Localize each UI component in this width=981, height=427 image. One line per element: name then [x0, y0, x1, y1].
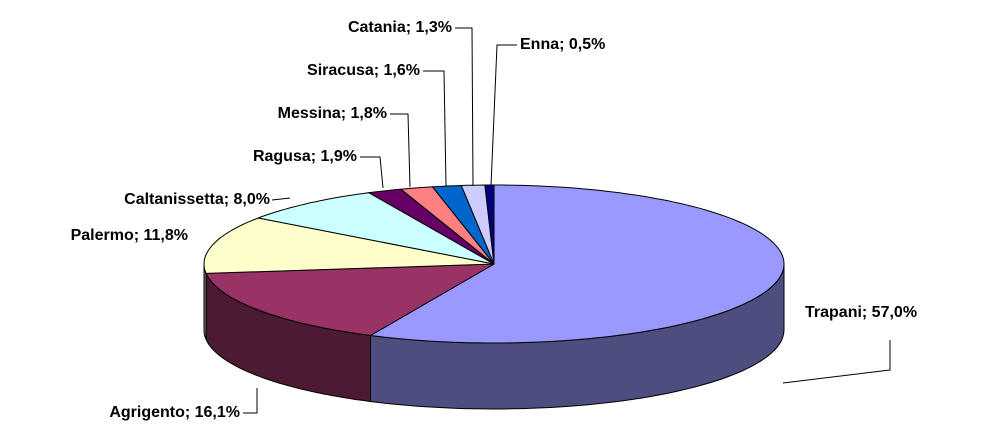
- data-label: Messina; 1,8%: [278, 105, 387, 122]
- slice: [399, 186, 495, 265]
- leader-line: [782, 340, 891, 384]
- slice: [256, 192, 495, 265]
- slice: [203, 217, 495, 274]
- data-label: Palermo; 11,8%: [71, 227, 188, 244]
- data-label: Agrigento; 16,1%: [109, 404, 240, 421]
- slice: [368, 184, 785, 344]
- data-label: Siracusa; 1,6%: [307, 62, 420, 79]
- data-label: Trapani; 57,0%: [805, 304, 917, 321]
- data-label: Enna; 0,5%: [520, 36, 605, 53]
- leader-line: [360, 156, 384, 189]
- leader-line: [455, 27, 474, 187]
- data-label: Ragusa; 1,9%: [253, 148, 357, 165]
- slice: [484, 184, 495, 265]
- leader-line: [423, 70, 447, 187]
- leader-line: [490, 44, 517, 187]
- leader-line: [271, 197, 291, 201]
- slice: [367, 188, 495, 265]
- slice-side: [203, 264, 207, 341]
- slice: [205, 263, 495, 337]
- leader-line: [243, 388, 258, 414]
- slice: [431, 184, 495, 265]
- data-label: Catania; 1,3%: [348, 19, 452, 36]
- data-label: Caltanissetta; 8,0%: [124, 191, 270, 208]
- leader-line: [390, 113, 411, 188]
